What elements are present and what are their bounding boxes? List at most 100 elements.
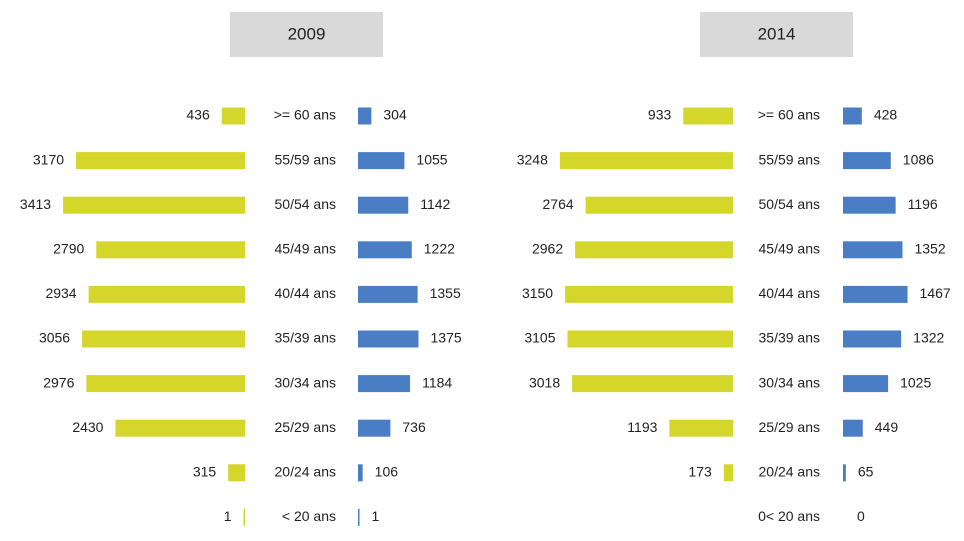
value-label: 3248 — [517, 151, 548, 167]
chart-title: 2014 — [758, 24, 796, 43]
category-label: 45/49 ans — [759, 241, 821, 257]
value-label: 428 — [874, 107, 898, 123]
bar-left — [572, 375, 733, 393]
category-label: 20/24 ans — [275, 464, 337, 480]
value-label: 2934 — [45, 285, 76, 301]
value-label: 3413 — [20, 196, 51, 212]
bar-right — [843, 107, 862, 125]
chart-title: 2009 — [288, 24, 326, 43]
title-box — [230, 12, 383, 57]
value-label: 1352 — [914, 241, 945, 257]
category-label: 25/29 ans — [275, 419, 337, 435]
value-label: 304 — [383, 107, 407, 123]
value-label: 1142 — [420, 196, 450, 212]
value-label: 1 — [372, 508, 380, 524]
bar-left — [565, 285, 733, 303]
value-label: 436 — [186, 107, 210, 123]
bar-left — [221, 107, 245, 125]
value-label: 65 — [858, 464, 874, 480]
category-label: 0< 20 ans — [758, 508, 820, 524]
category-label: 40/44 ans — [275, 285, 337, 301]
value-label: 2764 — [543, 196, 574, 212]
category-label: 55/59 ans — [275, 151, 337, 167]
bar-left — [585, 196, 733, 214]
bar-right — [358, 241, 412, 259]
value-label: 1222 — [424, 241, 455, 257]
value-label: 1184 — [422, 374, 452, 390]
value-label: 1086 — [903, 151, 934, 167]
bar-left — [63, 196, 246, 214]
bar-right — [358, 508, 360, 526]
value-label: 933 — [648, 107, 672, 123]
value-label: 3105 — [524, 330, 555, 346]
bar-left — [567, 330, 733, 348]
value-label: 173 — [688, 464, 712, 480]
value-label: 1196 — [908, 196, 938, 212]
category-label: 30/34 ans — [275, 374, 337, 390]
bar-right — [843, 375, 889, 393]
bar-right — [843, 464, 846, 482]
value-label: 1322 — [913, 330, 944, 346]
bar-right — [843, 196, 896, 214]
bar-left — [575, 241, 733, 259]
category-label: 55/59 ans — [759, 151, 821, 167]
value-label: 736 — [402, 419, 426, 435]
value-label: 3150 — [522, 285, 553, 301]
category-label: 50/54 ans — [275, 196, 337, 212]
value-label: 2790 — [53, 241, 84, 257]
bar-right — [358, 196, 409, 214]
category-label: < 20 ans — [282, 508, 336, 524]
category-label: 50/54 ans — [759, 196, 821, 212]
value-label: 3170 — [33, 151, 64, 167]
value-label: 0 — [857, 508, 865, 524]
value-label: 2962 — [532, 241, 563, 257]
bar-left — [683, 107, 733, 125]
category-label: 25/29 ans — [759, 419, 821, 435]
bar-right — [843, 241, 903, 259]
bar-right — [358, 330, 419, 348]
category-label: 20/24 ans — [759, 464, 821, 480]
value-label: 1 — [224, 508, 232, 524]
value-label: 2430 — [72, 419, 103, 435]
value-label: 1193 — [627, 419, 657, 435]
bar-right — [358, 419, 391, 437]
bar-right — [358, 285, 418, 303]
category-label: 45/49 ans — [275, 241, 337, 257]
value-label: 1055 — [416, 151, 447, 167]
bar-left — [88, 285, 245, 303]
category-label: 35/39 ans — [275, 330, 337, 346]
value-label: 3018 — [529, 374, 560, 390]
bar-right — [358, 375, 411, 393]
value-label: 1467 — [920, 285, 951, 301]
bar-right — [358, 464, 363, 482]
value-label: 1355 — [430, 285, 461, 301]
value-label: 449 — [875, 419, 899, 435]
bar-right — [843, 330, 902, 348]
bar-left — [76, 152, 245, 170]
category-label: 40/44 ans — [759, 285, 821, 301]
bar-right — [358, 107, 372, 125]
bar-right — [358, 152, 405, 170]
bar-left — [669, 419, 733, 437]
value-label: 106 — [375, 464, 399, 480]
bar-right — [843, 285, 908, 303]
bar-left — [96, 241, 245, 259]
category-label: >= 60 ans — [758, 107, 820, 123]
value-label: 1025 — [900, 374, 931, 390]
bar-left — [115, 419, 245, 437]
category-label: 35/39 ans — [759, 330, 821, 346]
title-box — [700, 12, 853, 57]
bar-left — [723, 464, 733, 482]
category-label: 30/34 ans — [759, 374, 821, 390]
bar-left — [86, 375, 245, 393]
bar-right — [843, 152, 891, 170]
value-label: 315 — [193, 464, 217, 480]
value-label: 3056 — [39, 330, 70, 346]
bar-left — [228, 464, 245, 482]
category-label: >= 60 ans — [274, 107, 336, 123]
bar-left — [243, 508, 245, 526]
bar-left — [559, 152, 733, 170]
bar-left — [82, 330, 245, 348]
value-label: 2976 — [43, 374, 74, 390]
